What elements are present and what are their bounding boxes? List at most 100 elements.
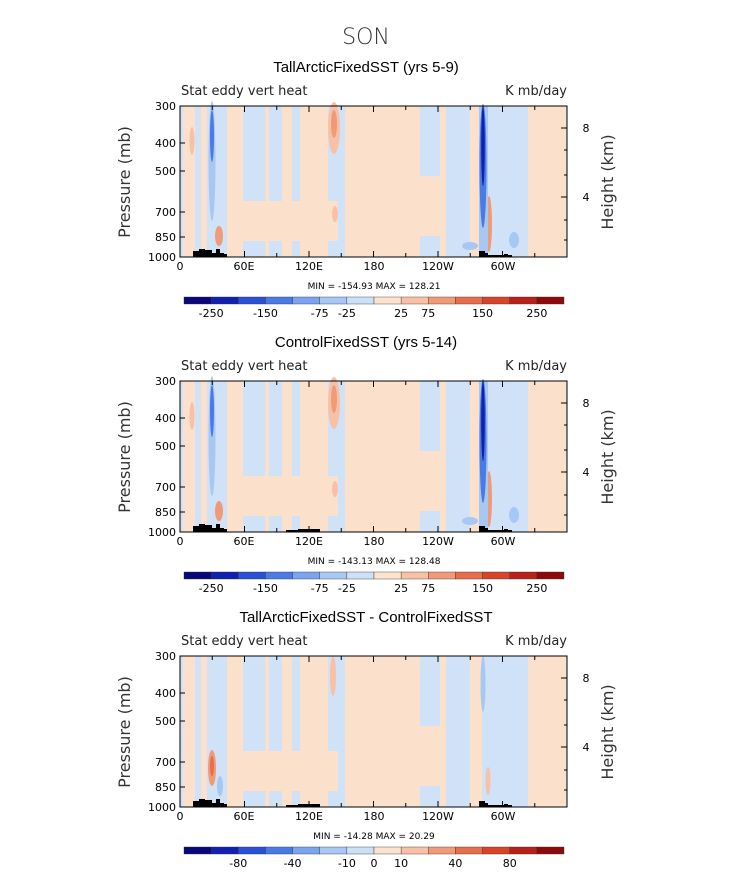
x-tick-label: 120E [295,535,323,548]
topography-block [216,524,220,532]
cold-contour-band [217,776,223,796]
panel-title: TallArcticFixedSST (yrs 5-9) [273,59,459,76]
topography-block [496,255,504,257]
warm-contour-band [201,656,207,807]
topography-block [485,528,488,532]
topography-block [312,804,320,807]
warm-contour-band [228,476,338,516]
topography-block [286,530,298,532]
colorbar-label: 80 [503,857,517,870]
y-axis-title: Pressure (mb) [115,126,134,238]
topography-block [216,799,220,807]
topography-block [508,255,512,257]
field-label: Stat eddy vert heat [181,84,307,99]
colorbar-label: -75 [311,307,329,320]
warm-contour-band [332,206,338,222]
colorbar-label: 250 [526,307,547,320]
figure-title: SON [342,25,390,50]
colorbar-label: -150 [253,582,278,595]
colorbar-label: -250 [199,307,224,320]
y-tick-label: 850 [155,506,176,519]
colorbar-swatch [400,296,429,305]
colorbar-label: 25 [394,307,408,320]
colorbar-label: 40 [448,857,462,870]
cold-contour-band [481,106,485,186]
colorbar-label: -40 [284,857,302,870]
height-tick-label: 8 [583,122,590,135]
colorbar-swatch [238,296,266,305]
topography-block [193,801,199,807]
warm-contour-band [265,106,269,257]
warm-contour-band [183,656,195,807]
y-tick-label: 1000 [148,251,176,264]
topography-block [220,528,224,532]
field-label: Stat eddy vert heat [181,359,307,374]
warm-contour-band [282,381,292,532]
warm-contour-band [189,402,195,430]
x-tick-label: 60W [491,535,516,548]
y-tick-label: 850 [155,781,176,794]
topography-block [298,529,312,532]
x-tick-label: 120W [422,260,454,273]
x-tick-label: 0 [177,810,184,823]
colorbar-swatch [373,846,402,855]
colorbar-swatch [373,571,402,580]
x-tick-label: 60W [491,810,516,823]
colorbar-swatch [509,846,538,855]
units-label: K mb/day [505,634,567,649]
colorbar-swatch [455,846,483,855]
x-tick-label: 180 [364,535,385,548]
units-label: K mb/day [505,84,567,99]
y-tick-label: 400 [155,412,176,425]
warm-contour-band [330,656,336,696]
topography-block [504,254,508,257]
topography-block [220,253,224,257]
colorbar-swatch [373,296,402,305]
field-label: Stat eddy vert heat [181,634,307,649]
cold-contour-band [210,385,214,437]
cold-contour-band [481,381,485,461]
colorbar-label: 0 [371,857,378,870]
colorbar-label: 150 [472,307,493,320]
warm-contour-band [331,110,337,138]
colorbar-swatch [210,296,239,305]
colorbar-swatch [346,571,375,580]
colorbar-label: 150 [472,582,493,595]
y-tick-label: 700 [155,756,176,769]
warm-contour-band [440,656,446,807]
min-max-readout: MIN = -143.13 MAX = 128.48 [308,557,441,567]
topography-block [286,805,298,807]
x-tick-label: 0 [177,260,184,273]
colorbar-swatch [346,296,375,305]
panel-title: TallArcticFixedSST - ControlFixedSST [239,609,492,626]
y-tick-label: 700 [155,481,176,494]
topography-block [298,804,312,807]
height-axis-title: Height (km) [598,684,617,779]
y-tick-label: 500 [155,165,176,178]
colorbar-swatch [183,296,212,305]
warm-contour-band [380,451,440,511]
cold-contour-band [462,517,478,525]
units-label: K mb/day [505,359,567,374]
colorbar-swatch [346,846,375,855]
warm-contour-band [228,201,338,241]
topography-block [205,250,212,257]
height-axis-title: Height (km) [598,134,617,229]
warm-contour-band [528,656,566,807]
height-tick-label: 8 [583,672,590,685]
x-tick-label: 60E [234,535,255,548]
topography-block [504,529,508,532]
warm-contour-band [331,385,337,413]
colorbar-swatch [400,846,429,855]
colorbar-swatch [210,571,239,580]
colorbar-swatch [455,296,483,305]
y-tick-label: 400 [155,687,176,700]
height-tick-label: 4 [583,466,590,479]
topography-block [205,525,212,532]
colorbar-label: -150 [253,307,278,320]
topography-block [312,529,320,532]
y-tick-label: 1000 [148,801,176,814]
topography-block [216,249,220,257]
y-tick-label: 300 [155,375,176,388]
warm-contour-band [332,481,338,497]
